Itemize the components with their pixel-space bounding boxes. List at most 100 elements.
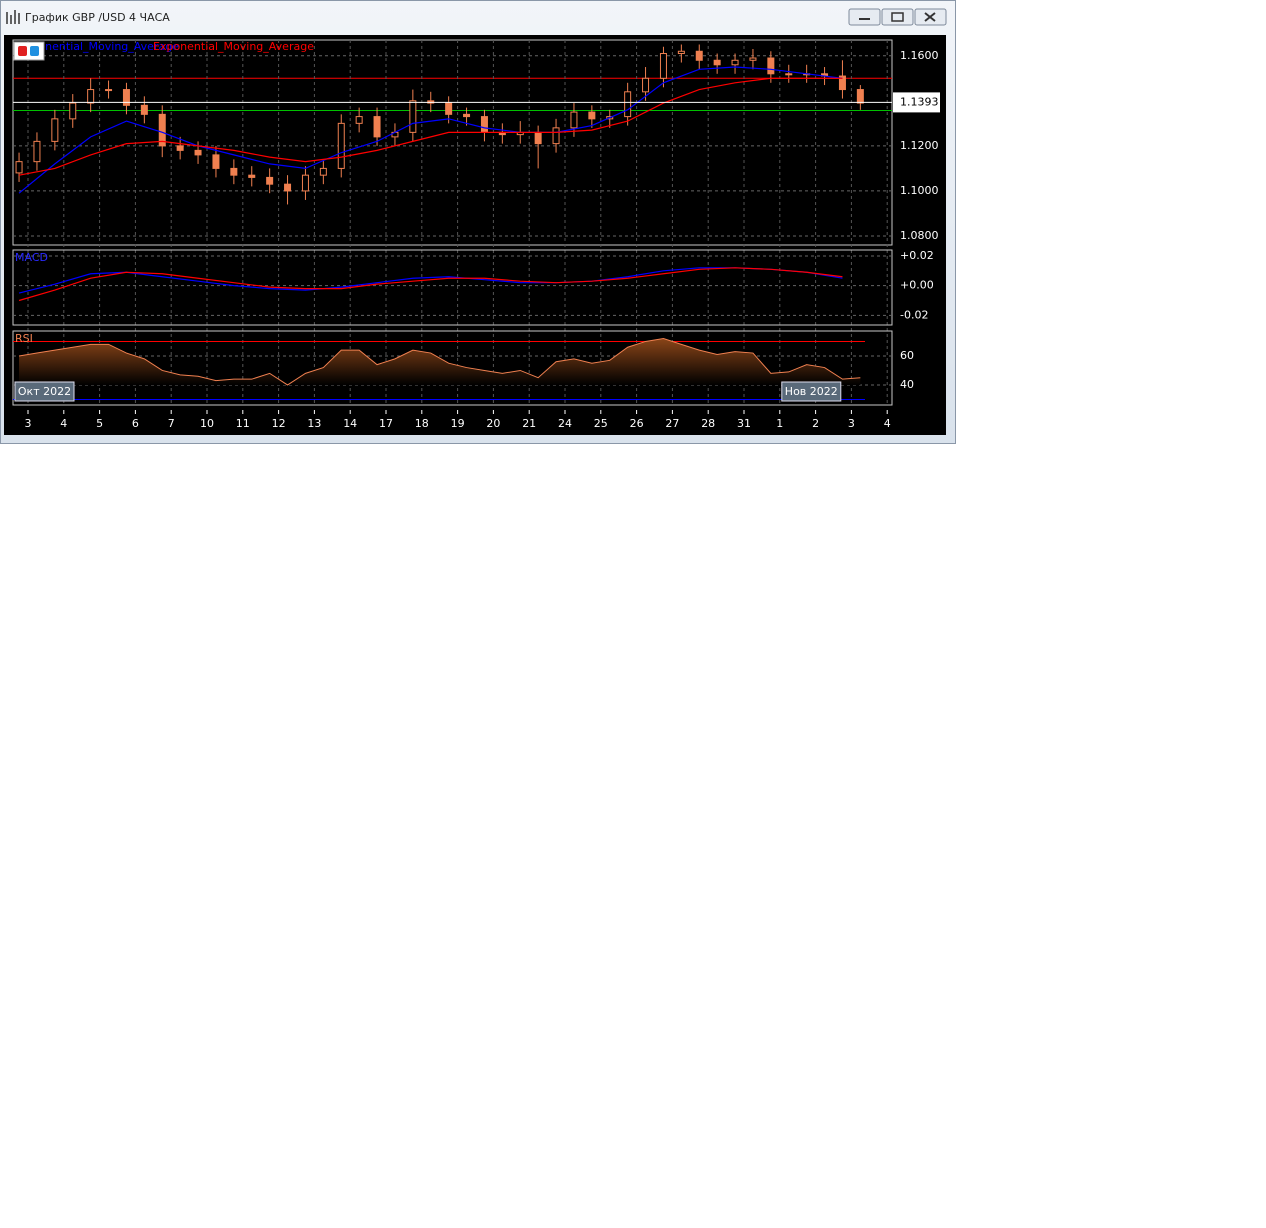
candle-body xyxy=(480,116,488,133)
y-tick-label: 40 xyxy=(900,378,914,391)
candle-body xyxy=(445,102,453,115)
maximize-button[interactable] xyxy=(881,8,914,26)
candle-body xyxy=(69,102,77,120)
y-tick-label: 1.1000 xyxy=(900,184,939,197)
x-tick-label: 7 xyxy=(168,417,175,430)
candle-body xyxy=(785,73,793,76)
candle-body xyxy=(176,145,184,151)
panel-frame xyxy=(12,330,893,406)
candle-body xyxy=(659,53,667,79)
x-tick-label: 3 xyxy=(25,417,32,430)
rsi-line xyxy=(18,338,861,386)
x-tick-label: 31 xyxy=(737,417,751,430)
current-price-label: 1.1393 xyxy=(900,95,939,108)
x-tick-label: 6 xyxy=(132,417,139,430)
ema-line xyxy=(18,77,843,176)
minimize-button[interactable] xyxy=(848,8,881,26)
candle-body xyxy=(230,167,238,176)
chart-area xyxy=(4,35,946,435)
x-tick-label: 26 xyxy=(630,417,644,430)
candle-body xyxy=(570,111,578,129)
period-label: Нов 2022 xyxy=(785,385,838,398)
candle-body xyxy=(624,91,632,118)
candle-body xyxy=(266,176,274,185)
candle-body xyxy=(51,118,59,142)
candle-body xyxy=(713,59,721,66)
x-tick-label: 17 xyxy=(379,417,393,430)
candle-body xyxy=(212,154,220,169)
x-tick-label: 10 xyxy=(200,417,214,430)
candle-body xyxy=(677,50,685,55)
x-tick-label: 4 xyxy=(60,417,67,430)
y-tick-label: -0.02 xyxy=(900,308,928,321)
x-tick-label: 19 xyxy=(451,417,465,430)
x-tick-label: 27 xyxy=(665,417,679,430)
period-badge xyxy=(781,381,842,402)
candle-body xyxy=(15,161,23,174)
y-tick-label: 1.1600 xyxy=(900,49,939,62)
x-tick-label: 12 xyxy=(272,417,286,430)
x-tick-label: 4 xyxy=(884,417,891,430)
period-label: Окт 2022 xyxy=(18,385,71,398)
legend-entry: Exponential_Moving_Average xyxy=(153,40,314,53)
x-tick-label: 1 xyxy=(776,417,783,430)
candle-body xyxy=(749,57,757,61)
candle-body xyxy=(856,89,864,104)
candle-body xyxy=(248,174,256,178)
y-tick-label: +0.02 xyxy=(900,249,934,262)
x-tick-label: 24 xyxy=(558,417,572,430)
candle-body xyxy=(463,113,471,118)
candle-body xyxy=(284,183,292,192)
y-tick-label: 1.0800 xyxy=(900,229,939,242)
candle-body xyxy=(588,111,596,120)
current-price-box xyxy=(893,92,940,113)
app-icon xyxy=(6,10,20,24)
x-tick-label: 3 xyxy=(848,417,855,430)
candle-body xyxy=(552,127,560,145)
window-title: График GBP /USD 4 ЧАСА xyxy=(25,11,170,24)
candle-body xyxy=(355,116,363,124)
x-tick-label: 20 xyxy=(486,417,500,430)
candle-body xyxy=(731,59,739,66)
candle-body xyxy=(122,89,130,106)
candle-body xyxy=(87,89,95,104)
candle-body xyxy=(695,50,703,61)
candle-body xyxy=(158,113,166,147)
candle-body xyxy=(105,89,113,92)
close-button[interactable] xyxy=(914,8,947,26)
panel-frame xyxy=(12,39,893,246)
panel-frame xyxy=(12,249,893,326)
panel-title: MACD xyxy=(15,251,48,264)
y-tick-label: +0.00 xyxy=(900,279,934,292)
y-tick-label: 1.1200 xyxy=(900,139,939,152)
x-tick-label: 11 xyxy=(236,417,250,430)
x-tick-label: 25 xyxy=(594,417,608,430)
indicator-icon xyxy=(13,41,45,61)
candle-body xyxy=(767,57,775,75)
x-tick-label: 14 xyxy=(343,417,357,430)
candle-body xyxy=(194,149,202,156)
x-tick-label: 2 xyxy=(812,417,819,430)
candle-body xyxy=(140,104,148,115)
x-tick-label: 28 xyxy=(701,417,715,430)
x-tick-label: 21 xyxy=(522,417,536,430)
candle-body xyxy=(33,140,41,163)
candle-body xyxy=(409,100,417,133)
macd-line xyxy=(18,267,843,302)
period-badge xyxy=(14,381,75,402)
x-tick-label: 5 xyxy=(96,417,103,430)
panel-title: RSI xyxy=(15,332,33,345)
legend-entry: Exponential_Moving_Average xyxy=(18,40,179,53)
macd-line xyxy=(18,267,843,294)
candle-body xyxy=(301,174,309,192)
candle-body xyxy=(373,116,381,138)
x-tick-label: 13 xyxy=(307,417,321,430)
candle-body xyxy=(838,75,846,91)
candle-body xyxy=(319,167,327,176)
candle-body xyxy=(337,122,345,169)
rsi-area xyxy=(19,338,861,385)
x-tick-label: 18 xyxy=(415,417,429,430)
ema-line xyxy=(18,66,843,194)
candle-body xyxy=(534,131,542,145)
